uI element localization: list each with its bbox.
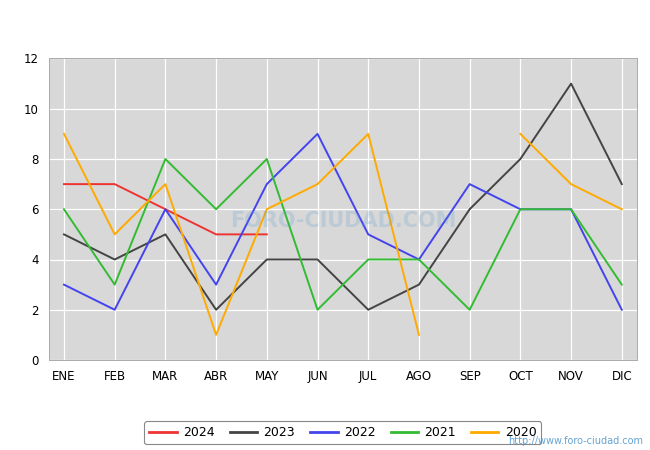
Text: FORO-CIUDAD.COM: FORO-CIUDAD.COM (229, 212, 456, 231)
Text: http://www.foro-ciudad.com: http://www.foro-ciudad.com (508, 436, 644, 446)
Legend: 2024, 2023, 2022, 2021, 2020: 2024, 2023, 2022, 2021, 2020 (144, 421, 541, 444)
Text: Matriculaciones de Vehiculos en Fuente el Fresno: Matriculaciones de Vehiculos en Fuente e… (121, 21, 529, 39)
